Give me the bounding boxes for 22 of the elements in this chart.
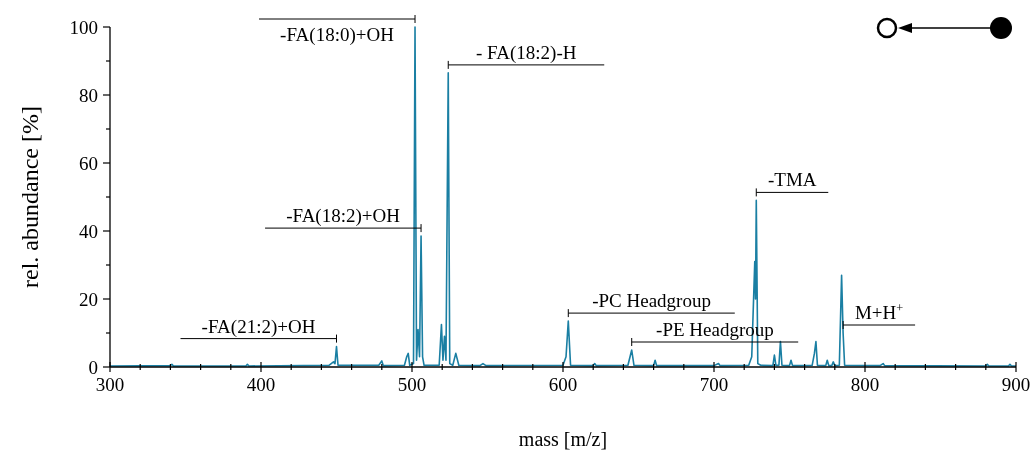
y-tick-label: 100 (69, 16, 98, 38)
annotation: -FA(18:2)+OH (286, 205, 401, 228)
annotation: M+H$^{+}$ (854, 301, 904, 323)
x-tick-label: 700 (699, 374, 729, 395)
x-axis-title: mass [m/z] (518, 428, 608, 450)
y-tick-label: 0 (88, 356, 98, 378)
y-axis-title: rel. abundance [%] (17, 106, 43, 288)
annotation: -FA(18:0)+OH (280, 24, 395, 46)
annotation: -FA(21:2)+OH (201, 315, 316, 338)
y-tick-label: 20 (79, 288, 98, 310)
x-tick-label: 900 (1001, 374, 1031, 395)
y-tick-label: 40 (79, 220, 98, 242)
x-tick-label: 800 (850, 374, 880, 395)
annotation: - FA(18:2)-H (476, 41, 577, 64)
y-tick-label: 60 (79, 152, 98, 174)
x-tick-label: 400 (246, 374, 276, 395)
x-tick-label: 600 (548, 374, 578, 395)
y-tick-label: 80 (79, 84, 98, 106)
x-tick-label: 500 (397, 374, 427, 395)
annotation: -PC Headgroup (592, 290, 711, 312)
annotation: -TMA (768, 169, 817, 191)
x-tick-label: 300 (95, 374, 125, 395)
